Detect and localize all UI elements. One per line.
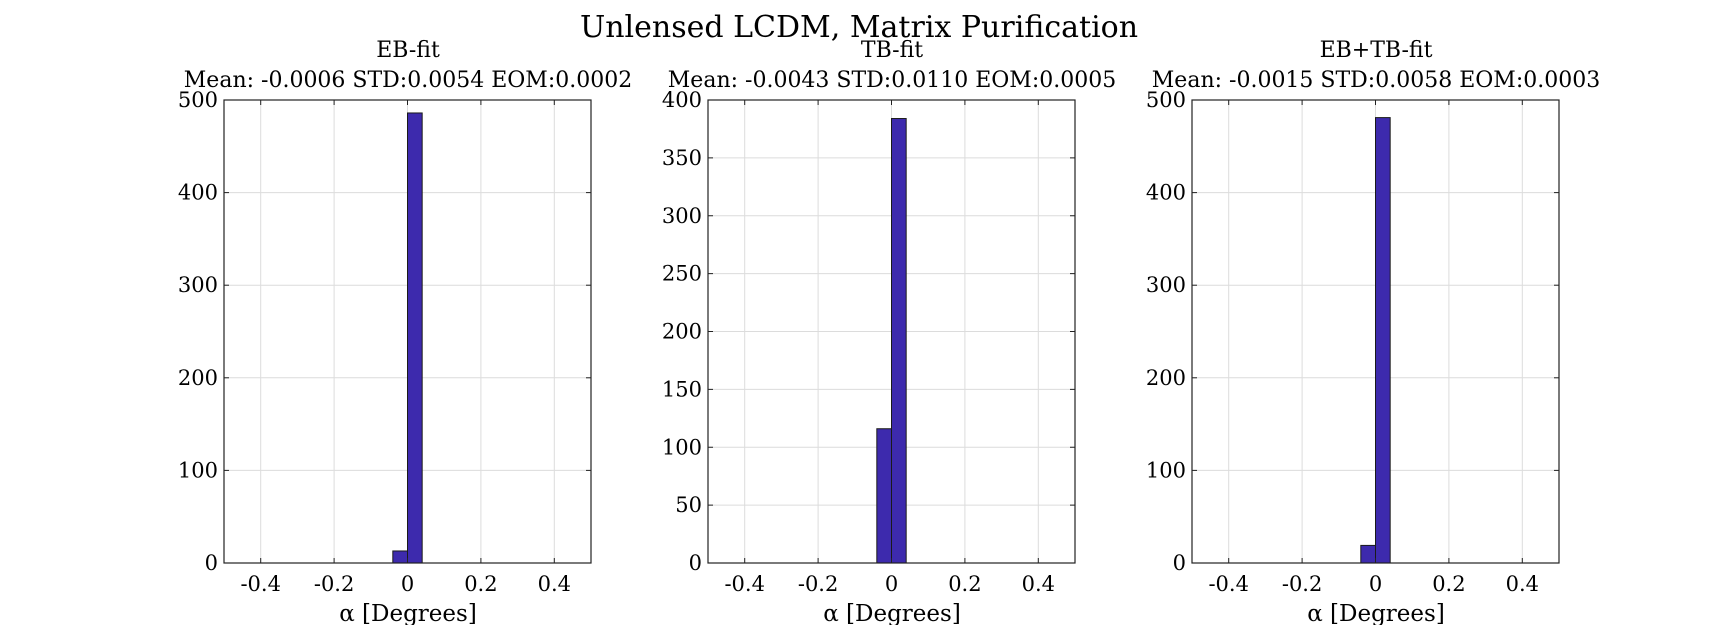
histogram-bar: [891, 118, 907, 564]
y-tick-label: 400: [1146, 181, 1186, 205]
x-tick-label: 0.4: [1022, 572, 1055, 596]
histogram-bar: [1375, 117, 1391, 564]
y-tick-label: 500: [1146, 88, 1186, 112]
y-tick-label: 100: [662, 435, 702, 459]
x-tick-label: 0: [1369, 572, 1382, 596]
x-tick-label: 0.4: [538, 572, 571, 596]
subplot-title: TB-fit: [861, 38, 923, 63]
subplot-title: EB+TB-fit: [1320, 38, 1433, 63]
x-tick-label: -0.4: [724, 572, 765, 596]
x-tick-label: 0.2: [464, 572, 497, 596]
y-tick-label: 300: [178, 273, 218, 297]
subplot-stats: Mean: -0.0015 STD:0.0058 EOM:0.0003: [1152, 68, 1600, 93]
x-tick-label: -0.4: [240, 572, 281, 596]
x-tick-label: 0: [885, 572, 898, 596]
subplot-title: EB-fit: [376, 38, 440, 63]
x-tick-label: -0.2: [314, 572, 355, 596]
y-tick-label: 150: [662, 377, 702, 401]
subplot-eb-fit: EB-fit Mean: -0.0006 STD:0.0054 EOM:0.00…: [178, 38, 632, 625]
y-tick-label: 0: [205, 551, 218, 575]
subplot-stats: Mean: -0.0043 STD:0.0110 EOM:0.0005: [668, 68, 1116, 93]
figure-title: Unlensed LCDM, Matrix Purification: [580, 10, 1138, 45]
y-tick-label: 200: [662, 320, 702, 344]
y-tick-label: 200: [1146, 366, 1186, 390]
y-tick-label: 50: [675, 493, 702, 517]
x-tick-label: -0.2: [798, 572, 839, 596]
y-tick-label: 400: [178, 181, 218, 205]
subplot-tb-fit: TB-fit Mean: -0.0043 STD:0.0110 EOM:0.00…: [662, 38, 1116, 625]
y-tick-label: 300: [662, 204, 702, 228]
y-tick-label: 100: [1146, 458, 1186, 482]
x-axis-label: α [Degrees]: [823, 601, 961, 625]
y-tick-label: 200: [178, 366, 218, 390]
histogram-bar: [876, 428, 893, 564]
x-tick-label: 0: [401, 572, 414, 596]
x-tick-label: 0.2: [948, 572, 981, 596]
histogram-bar: [407, 112, 423, 564]
x-tick-label: -0.2: [1282, 572, 1323, 596]
histogram-bar: [1360, 544, 1376, 564]
y-tick-label: 300: [1146, 273, 1186, 297]
x-tick-label: 0.2: [1432, 572, 1465, 596]
y-tick-label: 0: [689, 551, 702, 575]
y-tick-label: 350: [662, 146, 702, 170]
y-tick-label: 250: [662, 262, 702, 286]
x-axis-label: α [Degrees]: [1307, 601, 1445, 625]
subplot-stats: Mean: -0.0006 STD:0.0054 EOM:0.0002: [184, 68, 632, 93]
y-tick-label: 400: [662, 88, 702, 112]
y-tick-label: 0: [1173, 551, 1186, 575]
x-tick-label: -0.4: [1208, 572, 1249, 596]
y-tick-label: 500: [178, 88, 218, 112]
histogram-bar: [392, 550, 409, 564]
subplot-eb-tb-fit: EB+TB-fit Mean: -0.0015 STD:0.0058 EOM:0…: [1146, 38, 1600, 625]
x-tick-label: 0.4: [1506, 572, 1539, 596]
x-axis-label: α [Degrees]: [339, 601, 477, 625]
y-tick-label: 100: [178, 458, 218, 482]
